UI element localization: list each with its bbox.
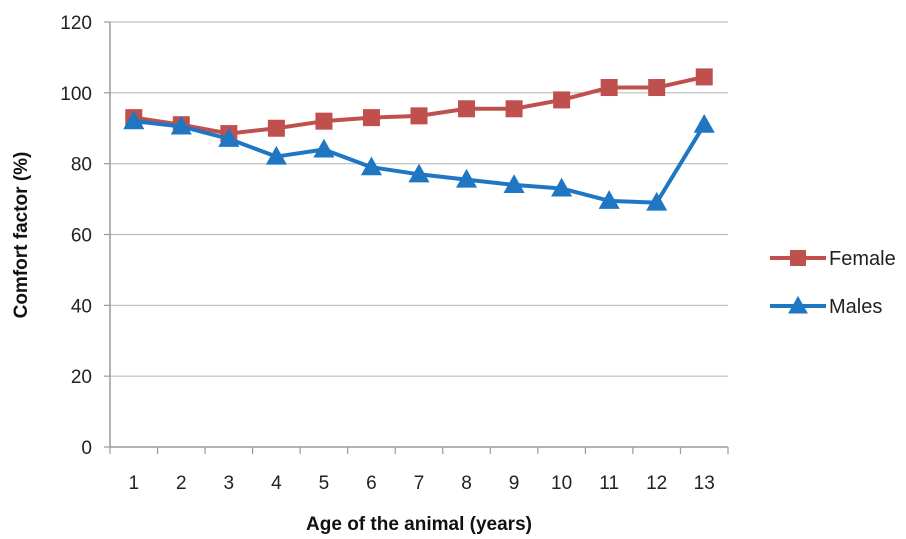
data-point-female bbox=[600, 79, 618, 97]
data-point-female bbox=[410, 107, 428, 125]
data-point-males bbox=[408, 163, 430, 183]
data-point-males bbox=[218, 128, 240, 147]
y-tick-label: 80 bbox=[71, 155, 92, 176]
data-point-males bbox=[646, 191, 668, 211]
y-tick-label: 40 bbox=[71, 296, 92, 317]
legend-marker-males bbox=[788, 295, 808, 314]
legend-marker-female bbox=[790, 250, 806, 266]
y-tick-labels: 0 20 40 60 80 100 120 bbox=[60, 13, 92, 459]
gridlines bbox=[104, 21, 729, 454]
y-tick-label: 0 bbox=[81, 438, 92, 459]
data-point-males bbox=[123, 110, 145, 130]
y-tick-label: 100 bbox=[60, 84, 92, 105]
x-tick-label: 13 bbox=[694, 473, 715, 494]
x-tick-label: 1 bbox=[128, 473, 139, 494]
x-tick-label: 3 bbox=[224, 473, 235, 494]
data-point-males bbox=[170, 115, 192, 135]
x-tick-label: 2 bbox=[176, 473, 187, 494]
data-point-males bbox=[455, 168, 478, 188]
y-tick-label: 20 bbox=[71, 367, 92, 388]
x-tick-label: 10 bbox=[551, 473, 572, 494]
data-point-female bbox=[695, 68, 713, 86]
series-layer bbox=[123, 68, 715, 211]
x-tick-label: 4 bbox=[271, 473, 282, 494]
data-point-males bbox=[360, 156, 383, 176]
y-tick-label: 60 bbox=[71, 226, 92, 247]
axes bbox=[109, 22, 728, 448]
x-tick-label: 5 bbox=[319, 473, 330, 494]
data-point-males bbox=[598, 190, 620, 209]
legend-label-males: Males bbox=[829, 296, 882, 318]
data-point-males bbox=[313, 138, 335, 158]
data-point-males bbox=[265, 145, 287, 165]
series-line-female bbox=[133, 74, 705, 136]
x-tick-label: 9 bbox=[509, 473, 520, 494]
data-point-female bbox=[505, 100, 523, 118]
data-point-males bbox=[693, 113, 715, 133]
x-tick-label: 8 bbox=[461, 473, 472, 494]
legend: Female Males bbox=[770, 248, 896, 318]
data-point-males bbox=[503, 174, 525, 193]
data-point-female bbox=[648, 79, 666, 97]
data-point-female bbox=[315, 112, 333, 130]
x-axis-title: Age of the animal (years) bbox=[306, 514, 532, 535]
data-point-males bbox=[551, 177, 573, 197]
x-tick-labels: 1 2 3 4 5 6 7 8 9 10 11 12 13 bbox=[128, 473, 714, 494]
x-tick-label: 11 bbox=[599, 473, 619, 494]
x-tick-label: 6 bbox=[366, 473, 377, 494]
data-point-female bbox=[553, 91, 571, 109]
legend-label-female: Female bbox=[829, 248, 896, 270]
y-axis-title: Comfort factor (%) bbox=[11, 152, 32, 319]
x-tick-label: 7 bbox=[414, 473, 425, 494]
data-point-female bbox=[362, 109, 380, 127]
x-tick-label: 12 bbox=[646, 473, 667, 494]
data-point-female bbox=[458, 100, 476, 118]
data-point-female bbox=[267, 119, 285, 137]
y-tick-label: 120 bbox=[60, 13, 92, 34]
